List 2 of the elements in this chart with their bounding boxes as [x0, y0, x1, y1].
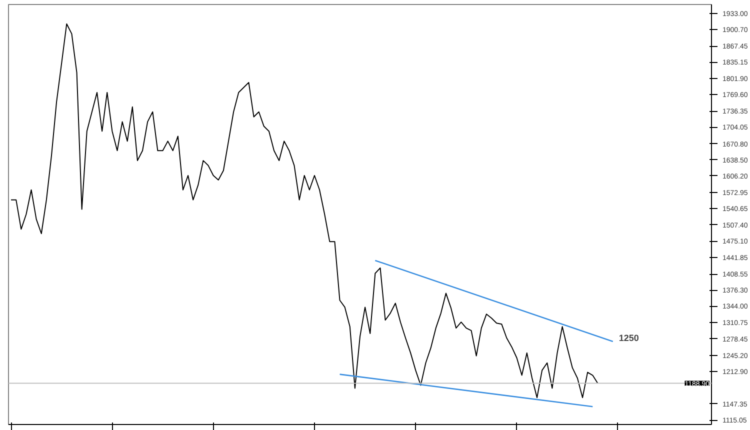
annotation: 1250: [618, 332, 639, 343]
line-series: [10, 23, 598, 398]
